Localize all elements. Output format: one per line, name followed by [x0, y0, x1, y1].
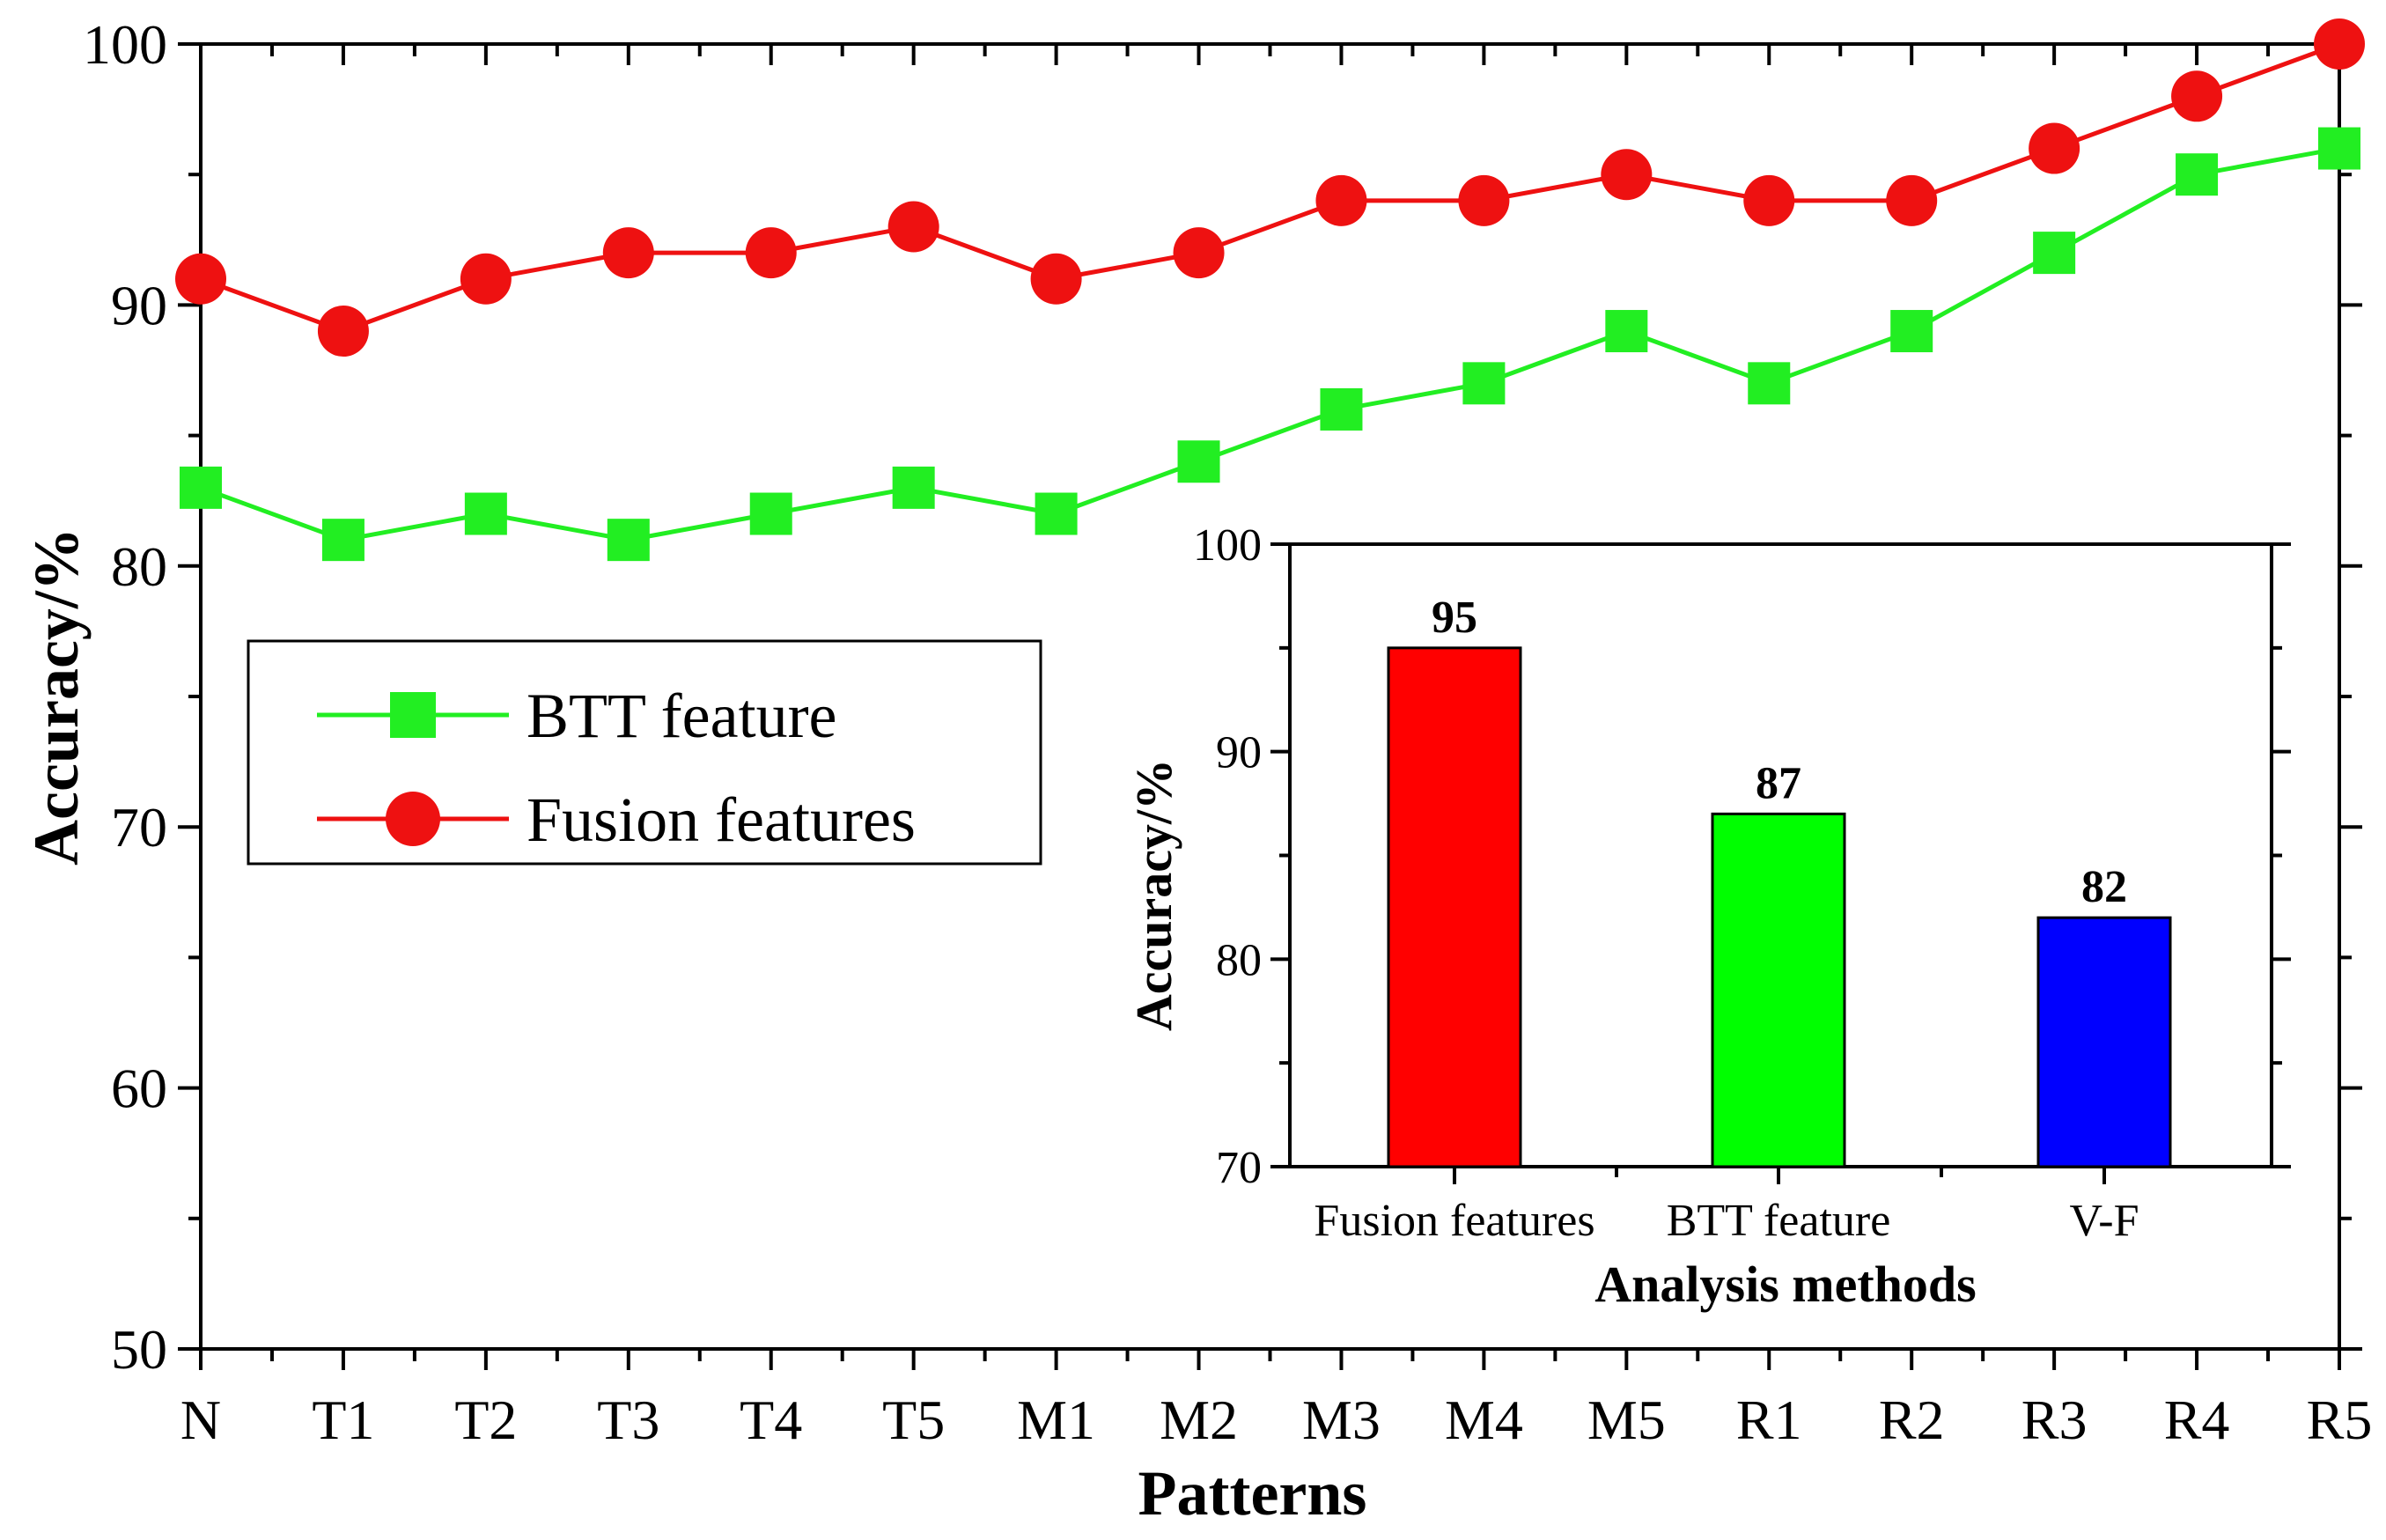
data-point-fusion [175, 253, 226, 305]
x-axis-title: Patterns [1138, 1458, 1367, 1529]
x-tick-label: M3 [1302, 1389, 1381, 1451]
data-point-btt [464, 492, 507, 535]
legend-box [247, 639, 1042, 866]
x-tick-label: T2 [454, 1389, 517, 1451]
y-tick-label: 50 [111, 1318, 167, 1381]
x-tick-label: R2 [1879, 1389, 1945, 1451]
inset-y-tick-label: 100 [1193, 520, 1262, 571]
data-point-btt [1890, 310, 1933, 353]
x-tick-label: R5 [2307, 1389, 2373, 1451]
data-point-btt [180, 466, 222, 509]
data-point-btt [1177, 440, 1220, 483]
inset-bar-1 [1711, 812, 1846, 1168]
y-tick-label: 90 [111, 274, 167, 336]
x-tick-label: T1 [312, 1389, 374, 1451]
x-tick-label: M5 [1587, 1389, 1666, 1451]
data-point-btt [892, 466, 935, 509]
legend-marker-fusion [386, 792, 440, 846]
inset-y-axis-title: Accuracy/% [1125, 759, 1182, 1031]
data-point-btt [2318, 127, 2360, 170]
data-point-btt [1035, 492, 1078, 535]
x-tick-label: T3 [597, 1389, 659, 1451]
data-point-fusion [1601, 149, 1653, 201]
data-point-btt [1748, 362, 1791, 405]
inset-bar-label: 82 [2081, 862, 2127, 912]
series-line-0 [200, 146, 2340, 542]
series-line-1 [200, 41, 2340, 334]
y-axis-title: Accuracy/% [21, 527, 92, 866]
legend-label-0: BTT feature [527, 681, 837, 751]
data-point-fusion [2314, 18, 2365, 70]
inset-x-tick-label: BTT feature [1667, 1196, 1891, 1246]
data-point-fusion [1743, 174, 1795, 226]
x-tick-label: R4 [2164, 1389, 2230, 1451]
data-point-fusion [1030, 253, 1082, 305]
legend-marker-btt [390, 692, 436, 738]
inset-bar-label: 95 [1432, 593, 1477, 643]
x-tick-label: M1 [1017, 1389, 1095, 1451]
data-point-btt [2176, 153, 2219, 196]
data-point-fusion [602, 227, 654, 279]
data-point-btt [1320, 387, 1363, 431]
data-point-btt [2033, 232, 2076, 275]
inset-bar-label: 87 [1756, 758, 1801, 808]
data-point-fusion [317, 306, 369, 357]
x-tick-label: R3 [2021, 1389, 2088, 1451]
x-tick-label: M4 [1445, 1389, 1523, 1451]
inset-x-axis-title: Analysis methods [1594, 1256, 1976, 1313]
y-tick-label: 100 [83, 13, 167, 76]
y-tick-label: 70 [111, 796, 167, 858]
data-point-fusion [1886, 174, 1938, 226]
inset-x-tick-label: Fusion features [1314, 1196, 1594, 1246]
data-point-fusion [1315, 174, 1367, 226]
inset-bar-0 [1387, 646, 1522, 1168]
data-point-fusion [745, 227, 797, 279]
data-point-btt [1462, 362, 1506, 405]
x-tick-label: N [180, 1389, 221, 1451]
data-point-fusion [887, 201, 939, 253]
x-tick-label: T5 [882, 1389, 945, 1451]
inset-y-tick-label: 70 [1216, 1143, 1262, 1193]
data-point-fusion [460, 253, 512, 305]
x-tick-label: R1 [1736, 1389, 1802, 1451]
data-point-btt [607, 519, 650, 562]
data-point-btt [1605, 310, 1648, 353]
data-point-fusion [2171, 70, 2223, 122]
inset-y-tick-label: 90 [1216, 728, 1262, 778]
data-point-btt [749, 492, 792, 535]
x-tick-label: M2 [1160, 1389, 1238, 1451]
data-point-fusion [2029, 122, 2080, 174]
legend-label-1: Fusion features [527, 785, 916, 855]
y-tick-label: 60 [111, 1057, 167, 1120]
inset-y-tick-label: 80 [1216, 935, 1262, 985]
data-point-fusion [1173, 227, 1225, 279]
data-point-fusion [1458, 174, 1510, 226]
x-tick-label: T4 [740, 1389, 802, 1451]
inset-x-tick-label: V-F [2069, 1196, 2139, 1246]
inset-bar-2 [2036, 916, 2172, 1168]
data-point-btt [321, 519, 365, 562]
y-tick-label: 80 [111, 535, 167, 598]
